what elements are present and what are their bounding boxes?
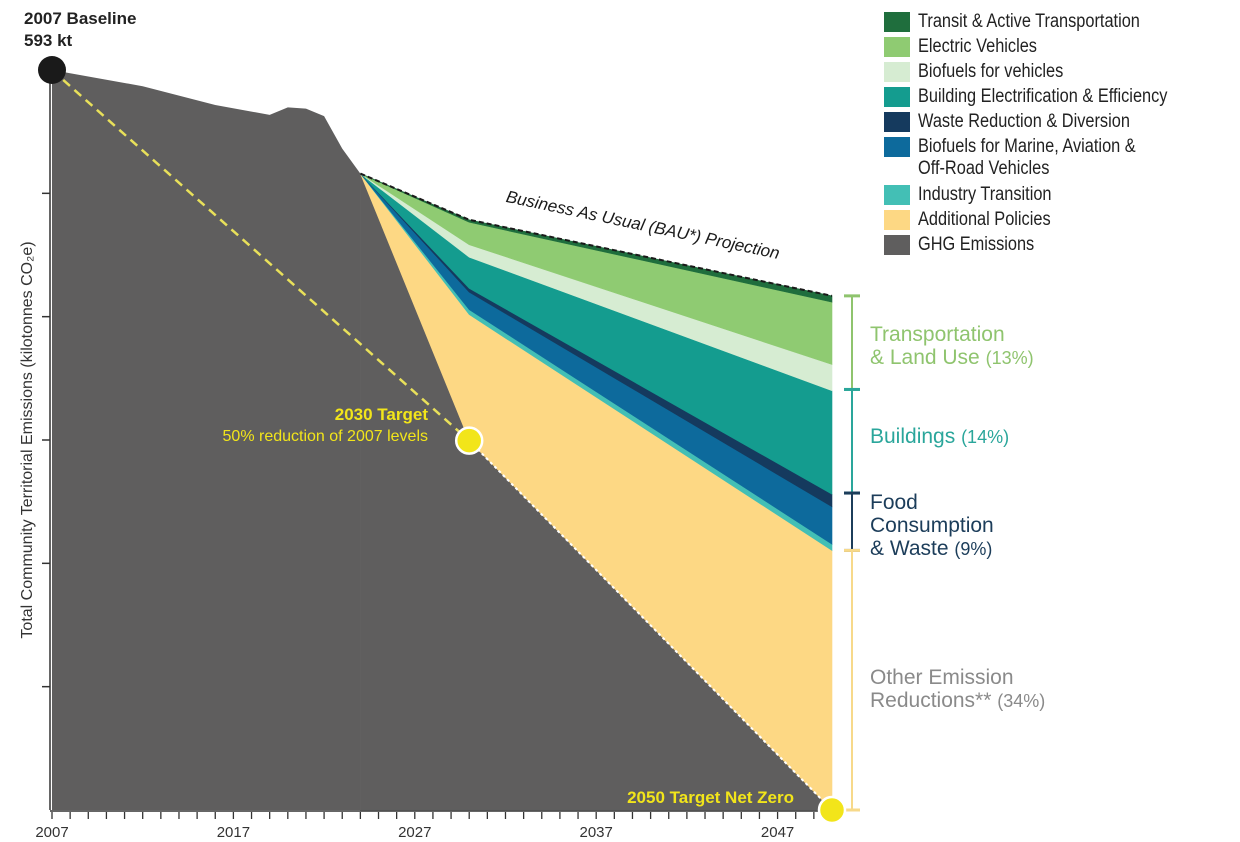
bracket-label-line: Other Emission [870,666,1014,689]
legend-label: Biofuels for Marine, Aviation & Off-Road… [918,136,1136,179]
legend-swatch [884,112,910,132]
marker-layer: 2007 Baseline 593 kt 2030 Target 50% reduct… [24,9,847,825]
bracket-pct: (34%) [997,691,1045,711]
x-tick-label: 2027 [398,824,431,841]
bracket-label-line: & Waste [870,537,954,560]
bracket-label-line: Food [870,491,918,514]
bracket-label: Other Emission Reductions** (34%) [870,666,1045,712]
legend-label: Additional Policies [918,209,1051,230]
bracket-label: Food Consumption & Waste (9%) [870,491,994,560]
legend-item-transit-active-transportation: Transit & Active Transportation [884,12,1208,32]
x-tick-label: 2007 [35,824,68,841]
legend-swatch [884,210,910,230]
x-tick-label: 2017 [217,824,250,841]
legend-item-electric-vehicles: Electric Vehicles [884,37,1208,57]
marker-2030-target: 2030 Target 50% reduction of 2007 levels [223,405,484,455]
legend-swatch [884,185,910,205]
bracket-label-line: Reductions** [870,689,997,712]
bracket-other: Other Emission Reductions** (34%) [844,548,1045,812]
legend-label: Waste Reduction & Diversion [918,111,1130,132]
bracket-label: Transportation & Land Use (13%) [870,323,1034,369]
bracket-label-line: & Land Use [870,346,986,369]
axes-layer: 2007 2017 2027 2037 2047 [35,70,833,841]
target-2030-label: 2030 Target [335,405,429,424]
legend-item-ghg-emissions: GHG Emissions [884,235,1208,255]
target-2050-label: 2050 Target Net Zero [627,788,794,807]
legend-label: Biofuels for vehicles [918,61,1064,82]
legend-swatch [884,137,910,157]
bracket-label-line: Consumption [870,514,994,537]
x-tick-label: 2047 [761,824,794,841]
bracket-layer: Transportation & Land Use (13%) Buildings … [844,294,1045,812]
legend-item-biofuels-for-vehicles: Biofuels for vehicles [884,62,1208,82]
target-line-2050 [468,439,833,811]
target-2030-dot [454,426,484,455]
bracket-buildings: Buildings (14%) [844,387,1009,495]
bracket-food-waste: Food Consumption & Waste (9%) [844,491,994,560]
legend-item-industry-transition: Industry Transition [884,185,1208,205]
legend-swatch [884,235,910,255]
legend-swatch [884,62,910,82]
legend-label: GHG Emissions [918,234,1035,255]
baseline-label: 2007 Baseline [24,9,136,28]
target-2050-dot [817,795,847,825]
marker-2007-baseline: 2007 Baseline 593 kt [24,9,136,84]
bracket-label: Buildings (14%) [870,425,1009,448]
marker-2050-target-net-zero: 2050 Target Net Zero [627,788,847,825]
bracket-transport: Transportation & Land Use (13%) [844,294,1034,391]
bracket-label-line: Buildings [870,425,961,448]
legend-item-building-electrification-efficiency: Building Electrification & Efficiency [884,87,1208,107]
y-axis-label: Total Community Territorial Emissions (k… [19,241,36,638]
ghg-historical-area [52,70,361,810]
area-layer [52,70,833,811]
legend-swatch [884,87,910,107]
bracket-pct: (13%) [986,348,1034,368]
legend-label: Building Electrification & Efficiency [918,86,1168,107]
x-tick-label: 2037 [579,824,612,841]
legend-item-additional-policies: Additional Policies [884,210,1208,230]
bracket-pct: (14%) [961,427,1009,447]
target-2030-sublabel: 50% reduction of 2007 levels [223,428,428,445]
legend-label: Industry Transition [918,184,1052,205]
legend-item-waste-reduction-diversion: Waste Reduction & Diversion [884,112,1208,132]
legend-swatch [884,12,910,32]
legend: Transit & Active Transportation Electric … [884,12,1208,260]
bracket-pct: (9%) [954,539,992,559]
baseline-dot [38,56,66,84]
bracket-label-line: Transportation [870,323,1005,346]
baseline-value: 593 kt [24,31,73,50]
legend-item-biofuels-for-marine-aviation-off-road-vehicles: Biofuels for Marine, Aviation & Off-Road… [884,136,1208,180]
target-line-2030 [51,69,471,442]
legend-swatch [884,37,910,57]
legend-label: Electric Vehicles [918,36,1037,57]
legend-label: Transit & Active Transportation [918,11,1140,32]
